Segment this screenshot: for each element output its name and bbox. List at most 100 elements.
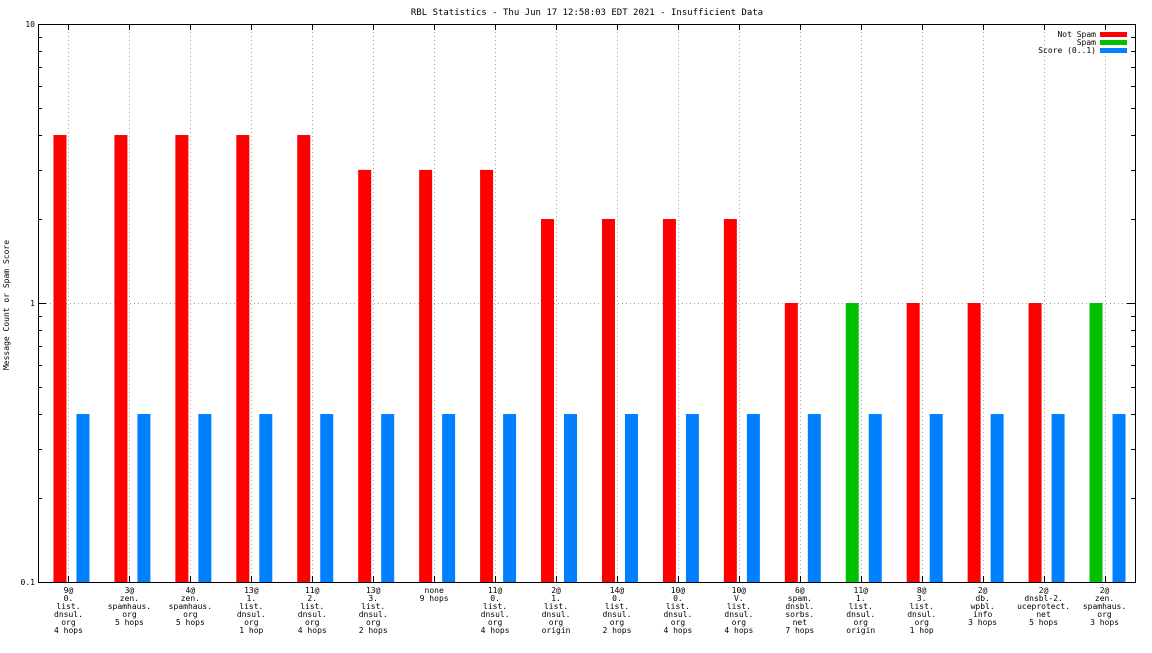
x-tick-label-line: 4 hops <box>54 626 83 635</box>
x-tick-label-line: dnsul. <box>724 610 753 619</box>
bar-not-spam <box>480 169 494 582</box>
x-tick-label: 11@ 2. list. dnsul. org 4 hops <box>298 586 327 635</box>
x-tick-label-line: zen. <box>1095 594 1114 603</box>
x-tick-label-line: org <box>549 618 564 627</box>
x-tick-label-line: 11@ <box>488 586 503 595</box>
x-tick-label: 6@ spam. dnsbl. sorbs. net 7 hops <box>785 586 814 635</box>
x-tick-label-line: 6@ <box>795 586 805 595</box>
bars-layer <box>53 135 1126 582</box>
x-tick-label-line: dnsul. <box>663 610 692 619</box>
x-tick-label-line: 1. <box>856 594 866 603</box>
x-tick-label: 14@ 0. list. dnsul. org 2 hops <box>603 586 632 635</box>
x-tick-label-line: org <box>244 618 259 627</box>
legend-label: Score (0..1) <box>1038 46 1096 55</box>
bar-not-spam <box>662 219 676 582</box>
x-tick-label: 10@ 0. list. dnsul. org 4 hops <box>663 586 692 635</box>
bar-score <box>198 414 212 582</box>
bar-score <box>685 414 699 582</box>
x-tick-label-line: dnsul. <box>359 610 388 619</box>
x-tick-label-line: list. <box>666 602 690 611</box>
x-tick-label-line: 0. <box>673 594 683 603</box>
x-tick-label-line: 11@ <box>305 586 320 595</box>
x-tick-label-line: 5 hops <box>1029 618 1058 627</box>
legend-label: Spam <box>1077 38 1096 47</box>
x-tick-label-line: org <box>122 610 137 619</box>
x-tick-label-line: 4 hops <box>298 626 327 635</box>
x-tick-label-line: 14@ <box>610 586 625 595</box>
x-tick-label-line: dnsbl. <box>785 602 814 611</box>
x-tick-label-line: 0. <box>490 594 500 603</box>
x-tick-label-line: dnsul. <box>237 610 266 619</box>
x-tick-label-line: 5 hops <box>176 618 205 627</box>
x-tick-label-line: 2 hops <box>603 626 632 635</box>
x-tick-label-line: list. <box>239 602 263 611</box>
x-tick-label: 2@ db. wpbl. info 3 hops <box>968 586 997 627</box>
x-tick-label-line: 3@ <box>125 586 135 595</box>
x-tick-label-line: 9@ <box>64 586 74 595</box>
x-tick-label: 2@ dnsbl-2. uceprotect. net 5 hops <box>1017 586 1070 627</box>
bar-not-spam <box>236 135 250 582</box>
legend-swatch <box>1100 40 1127 45</box>
x-tick-label-line: 0. <box>612 594 622 603</box>
x-tick-label-line: org <box>854 618 869 627</box>
x-tick-label-line: org <box>61 618 76 627</box>
bar-score <box>259 414 273 582</box>
x-tick-label-line: uceprotect. <box>1017 602 1070 611</box>
chart-title: RBL Statistics - Thu Jun 17 12:58:03 EDT… <box>411 8 763 18</box>
x-tick-label-line: list. <box>56 602 80 611</box>
x-tick-label: 3@ zen. spamhaus. org 5 hops <box>108 586 151 627</box>
x-tick-label: 13@ 1. list. dnsul. org 1 hop <box>237 586 266 635</box>
x-tick-label-line: 0. <box>64 594 74 603</box>
x-tick-label-line: 2@ <box>1039 586 1049 595</box>
x-tick-label: 2@ 1. list. dnsul. org origin <box>542 586 571 635</box>
x-tick-label-line: origin <box>542 626 571 635</box>
x-tick-label-line: dnsul. <box>298 610 327 619</box>
x-tick-label-line: org <box>305 618 320 627</box>
x-tick-label: 2@ zen. spamhaus. org 3 hops <box>1083 586 1126 627</box>
bar-not-spam <box>358 169 372 582</box>
x-tick-label-line: spam. <box>788 594 812 603</box>
x-tick-label-line: none <box>425 586 444 595</box>
x-tick-label-line: 10@ <box>732 586 747 595</box>
x-tick-label-line: 4 hops <box>481 626 510 635</box>
bar-score <box>564 414 578 582</box>
bar-score <box>503 414 517 582</box>
x-tick-label-line: 13@ <box>244 586 259 595</box>
bar-score <box>381 414 395 582</box>
bar-not-spam <box>784 303 798 582</box>
x-tick-label-line: net <box>1036 610 1051 619</box>
y-tick-label: 10 <box>25 20 35 29</box>
x-tick-label-line: org <box>732 618 747 627</box>
x-tick-label-line: 4 hops <box>724 626 753 635</box>
x-tick-label: 10@ V. list. dnsul. org 4 hops <box>724 586 753 635</box>
bar-score <box>746 414 760 582</box>
x-tick-label-line: org <box>671 618 686 627</box>
x-tick-label-line: 2. <box>307 594 317 603</box>
x-tick-label-line: 2@ <box>551 586 561 595</box>
x-tick-label-line: dnsul. <box>481 610 510 619</box>
x-tick-label-line: list. <box>910 602 934 611</box>
x-tick-label-line: info <box>973 610 992 619</box>
grid-layer <box>38 24 1135 582</box>
x-tick-label-line: list. <box>300 602 324 611</box>
x-tick-label: 13@ 3. list. dnsul. org 2 hops <box>359 586 388 635</box>
x-tick-label-line: spamhaus. <box>108 602 151 611</box>
x-tick-label-line: 1. <box>551 594 561 603</box>
x-tick-label-line: 3 hops <box>968 618 997 627</box>
x-tick-label-line: org <box>366 618 381 627</box>
x-tick-label-line: list. <box>483 602 507 611</box>
y-tick-label: 1 <box>30 299 35 308</box>
bar-score <box>442 414 456 582</box>
bar-not-spam <box>541 219 555 582</box>
bar-score <box>76 414 90 582</box>
x-tick-label-line: zen. <box>120 594 139 603</box>
x-tick-label-line: dnsul. <box>907 610 936 619</box>
x-tick-label-line: org <box>183 610 198 619</box>
x-tick-label-line: org <box>610 618 625 627</box>
y-tick-label: 0.1 <box>21 578 36 587</box>
x-tick-label-line: dnsul. <box>846 610 875 619</box>
bar-not-spam <box>297 135 311 582</box>
